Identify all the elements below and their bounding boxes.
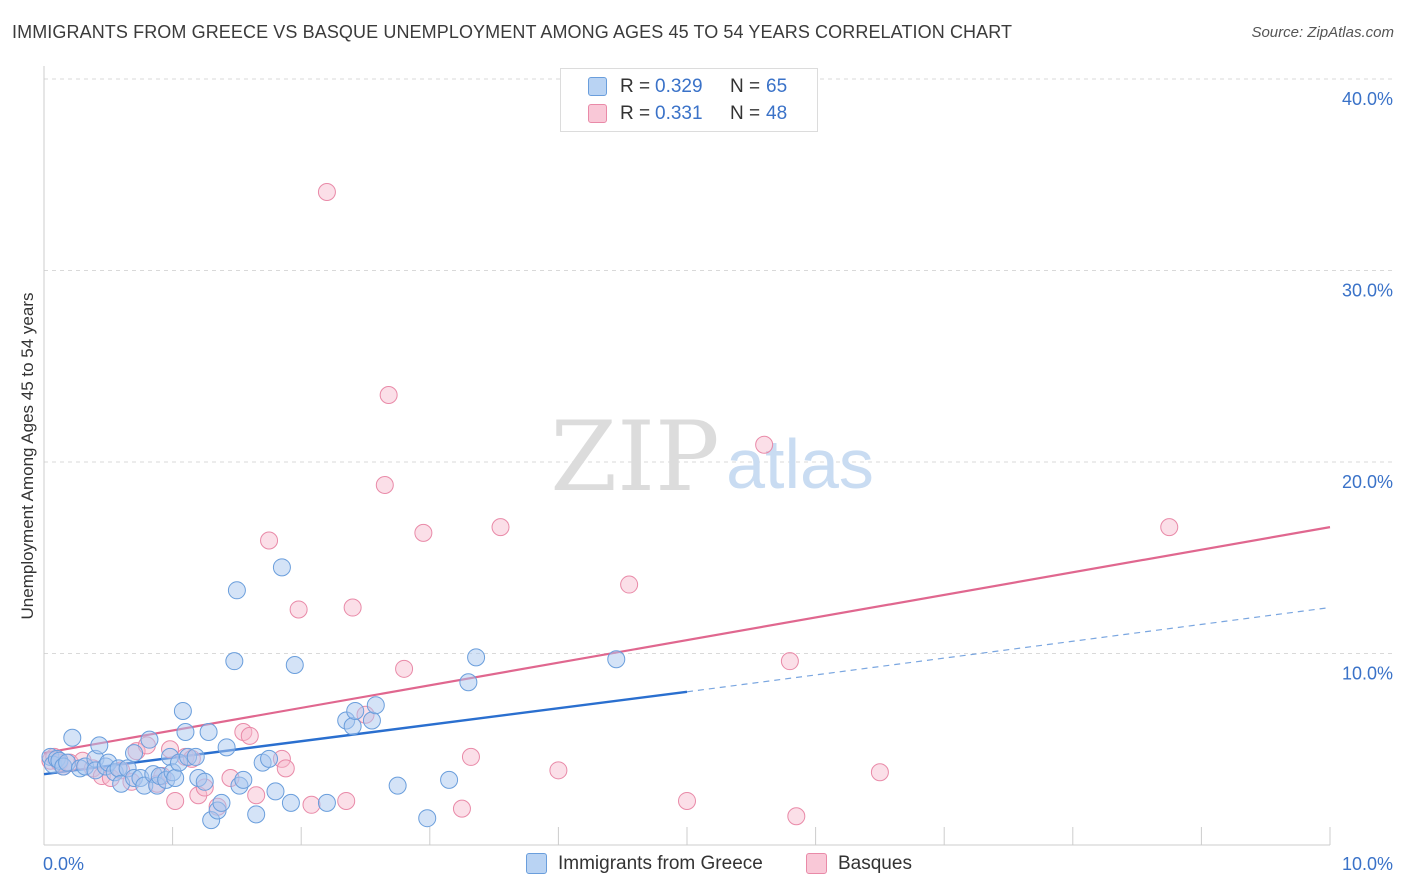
n-label: N = [730, 103, 761, 124]
greece-point [199, 723, 218, 742]
r-value: 0.329 [655, 76, 703, 97]
greece-point [247, 805, 266, 824]
basques-point [1160, 518, 1179, 537]
greece-point [173, 701, 192, 720]
basques-point [375, 475, 394, 494]
greece-point [266, 782, 285, 801]
y-tick-label: 20.0% [1342, 472, 1393, 492]
y-tick-label: 10.0% [1342, 664, 1393, 684]
greece-legend-label: Immigrants from Greece [558, 853, 763, 874]
basques-legend-label: Basques [838, 853, 912, 874]
stats-row-basques: R = 0.331 N = 48 [561, 101, 817, 127]
basques-swatch [588, 104, 607, 123]
series-legend: Immigrants from Greece Basques [0, 851, 1406, 877]
watermark-zip: ZIP [550, 401, 719, 513]
source-label: Source: ZipAtlas.com [1251, 24, 1394, 41]
greece-point [272, 558, 291, 577]
basques-point [166, 791, 185, 810]
basques-point [620, 575, 639, 594]
grid-lines [44, 78, 1393, 654]
basques-point [452, 799, 471, 818]
y-tick-labels: 10.0% 20.0% 30.0% 40.0% [1342, 89, 1393, 684]
greece-point [227, 581, 246, 600]
y-axis-title: Unemployment Among Ages 45 to 54 years [18, 292, 37, 620]
greece-point [459, 673, 478, 692]
basques-point [461, 747, 480, 766]
basques-point [337, 791, 356, 810]
basques-point [247, 786, 266, 805]
basques-point [755, 435, 774, 454]
greece-point [418, 809, 437, 828]
greece-point [140, 730, 159, 749]
stats-row-greece: R = 0.329 N = 65 [561, 74, 817, 100]
basques-point [343, 598, 362, 617]
chart-title: IMMIGRANTS FROM GREECE VS BASQUE UNEMPLO… [12, 22, 1013, 42]
greece-point [362, 711, 381, 730]
basques-point [379, 385, 398, 404]
basques-point [549, 761, 568, 780]
greece-point [234, 770, 253, 789]
greece-point [90, 736, 109, 755]
greece-point [366, 696, 385, 715]
axes [43, 66, 1331, 846]
greece-point [225, 652, 244, 671]
x-tick-labels: 0.0% 10.0% [43, 854, 1393, 874]
greece-point [63, 728, 82, 747]
r-value: 0.331 [655, 103, 703, 124]
basques-point [317, 182, 336, 201]
greece-point [388, 776, 407, 795]
trendlines [43, 526, 1331, 776]
x-tick-label: 0.0% [43, 854, 84, 874]
greece-trendline [43, 690, 688, 776]
greece-point [186, 747, 205, 766]
watermark-atlas: atlas [726, 425, 874, 503]
greece-points [41, 558, 626, 830]
greece-swatch [588, 77, 607, 96]
greece-point [166, 768, 185, 787]
basques-point [289, 600, 308, 619]
basques-legend-swatch [806, 853, 827, 874]
basques-trendline [43, 526, 1331, 755]
greece-point [317, 793, 336, 812]
n-value: 48 [766, 103, 788, 124]
basques-point [787, 807, 806, 826]
basques-point [491, 518, 510, 537]
basques-point [414, 523, 433, 542]
greece-point [217, 738, 236, 757]
basques-point [678, 791, 696, 810]
y-tick-label: 40.0% [1342, 89, 1393, 109]
x-tick-label: 10.0% [1342, 854, 1393, 874]
r-label: R = [620, 76, 651, 97]
greece-legend-swatch [526, 853, 547, 874]
basques-point [780, 652, 799, 671]
basques-point [240, 726, 259, 745]
greece-point [467, 648, 486, 667]
basques-point [395, 659, 414, 678]
watermark: ZIP atlas [550, 401, 874, 513]
greece-point [125, 744, 144, 763]
greece-point [440, 770, 459, 789]
basques-point [302, 795, 321, 814]
greece-point [285, 655, 304, 674]
greece-point [212, 793, 231, 812]
n-label: N = [730, 76, 761, 97]
greece-trendline-extension [686, 606, 1331, 693]
basques-point [260, 531, 279, 550]
greece-point [176, 723, 195, 742]
greece-point [346, 701, 365, 720]
greece-point [260, 749, 279, 768]
stats-legend: R = 0.329 N = 65 R = 0.331 N = 48 [560, 68, 818, 132]
greece-point [607, 650, 626, 669]
greece-point [281, 793, 300, 812]
r-label: R = [620, 103, 651, 124]
n-value: 65 [766, 76, 788, 97]
basques-point [870, 763, 889, 782]
basques-point [276, 759, 295, 778]
greece-point [195, 772, 214, 791]
greece-point [343, 717, 362, 736]
y-tick-label: 30.0% [1342, 281, 1393, 301]
